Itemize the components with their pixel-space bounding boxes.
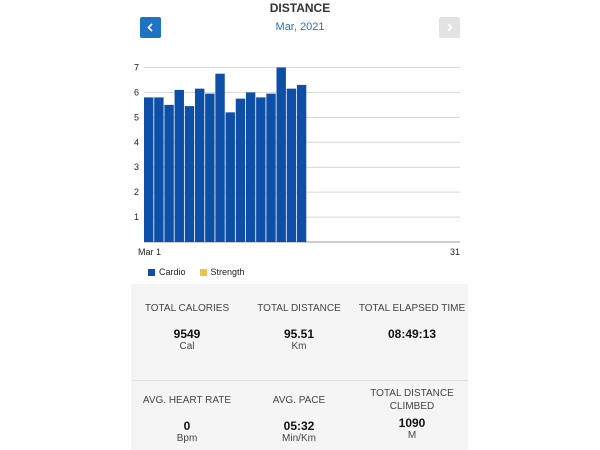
y-tick-label: 5	[134, 112, 139, 122]
stat-unit: M	[407, 430, 417, 441]
stat-unit: Bpm	[176, 433, 198, 444]
bar-cardio	[174, 89, 184, 242]
stat-unit: Min/Km	[282, 433, 316, 444]
stat-unit: Km	[291, 341, 307, 352]
bar-cardio	[266, 93, 276, 242]
stat-label: TOTAL CALORIES	[144, 303, 230, 314]
legend-label-cardio: Cardio	[159, 267, 186, 277]
stat-value: 0	[183, 419, 191, 433]
stat-label: AVG. PACE	[272, 395, 326, 406]
y-tick-label: 7	[134, 62, 139, 72]
y-tick-label: 1	[134, 212, 139, 222]
stat-total-distance: TOTAL DISTANCE 95.51 Km	[243, 302, 355, 353]
stat-label: AVG. HEART RATE	[142, 395, 232, 406]
stat-value: 1090	[398, 416, 426, 430]
legend-item-strength: Strength	[199, 267, 245, 277]
bar-cardio	[205, 93, 215, 242]
bar-cardio	[245, 92, 256, 243]
stat-value: 95.51	[283, 327, 315, 341]
chevron-right-icon	[447, 23, 453, 32]
bar-cardio	[225, 112, 235, 242]
legend-swatch-strength	[199, 268, 207, 276]
x-tick-label-end: 31	[450, 247, 460, 257]
stat-avg-heart-rate: AVG. HEART RATE 0 Bpm	[131, 394, 243, 445]
legend-label-strength: Strength	[210, 267, 245, 277]
stat-value: 9549	[173, 327, 201, 341]
stat-total-calories: TOTAL CALORIES 9549 Cal	[131, 302, 243, 353]
bar-cardio	[296, 84, 307, 242]
y-tick-label: 4	[134, 137, 139, 147]
bar-cardio	[215, 73, 225, 242]
stat-total-distance-climbed: TOTAL DISTANCE CLIMBED 1090 M	[356, 387, 468, 442]
next-month-button[interactable]	[439, 17, 460, 38]
stat-label: TOTAL DISTANCE CLIMBED	[370, 388, 454, 412]
bar-cardio	[144, 97, 154, 243]
distance-bar-chart: 1 2 3 4 5 6 7 Mar 1 31	[134, 62, 460, 257]
legend-item-cardio: Cardio	[148, 267, 186, 277]
stat-label: TOTAL DISTANCE	[257, 303, 341, 314]
previous-month-button[interactable]	[140, 17, 161, 38]
y-tick-label: 2	[134, 187, 139, 197]
bar-cardio	[184, 106, 195, 242]
stat-avg-pace: AVG. PACE 05:32 Min/Km	[243, 394, 355, 445]
stats-panel: TOTAL CALORIES 9549 Cal TOTAL DISTANCE 9…	[131, 284, 468, 450]
bar-cardio	[194, 88, 205, 242]
stat-label: TOTAL ELAPSED TIME	[358, 303, 466, 314]
month-label: Mar, 2021	[275, 21, 325, 33]
chart-legend: Cardio Strength	[148, 267, 245, 277]
chevron-left-icon	[147, 23, 153, 32]
stat-unit: Cal	[179, 341, 195, 352]
y-tick-label: 6	[134, 87, 139, 97]
stats-divider	[131, 380, 468, 381]
x-tick-label-start: Mar 1	[138, 247, 161, 257]
stat-total-elapsed-time: TOTAL ELAPSED TIME 08:49:13	[356, 302, 468, 341]
stat-value: 08:49:13	[387, 327, 437, 341]
page-title: DISTANCE	[269, 1, 331, 15]
bar-cardio	[154, 97, 164, 243]
legend-swatch-cardio	[148, 268, 155, 276]
bar-cardio	[276, 67, 286, 242]
bar-cardio	[164, 104, 174, 242]
y-tick-label: 3	[134, 162, 139, 172]
bar-cardio	[286, 88, 297, 242]
stat-value: 05:32	[283, 419, 315, 433]
bar-cardio	[256, 97, 266, 243]
bar-cardio	[235, 98, 246, 242]
